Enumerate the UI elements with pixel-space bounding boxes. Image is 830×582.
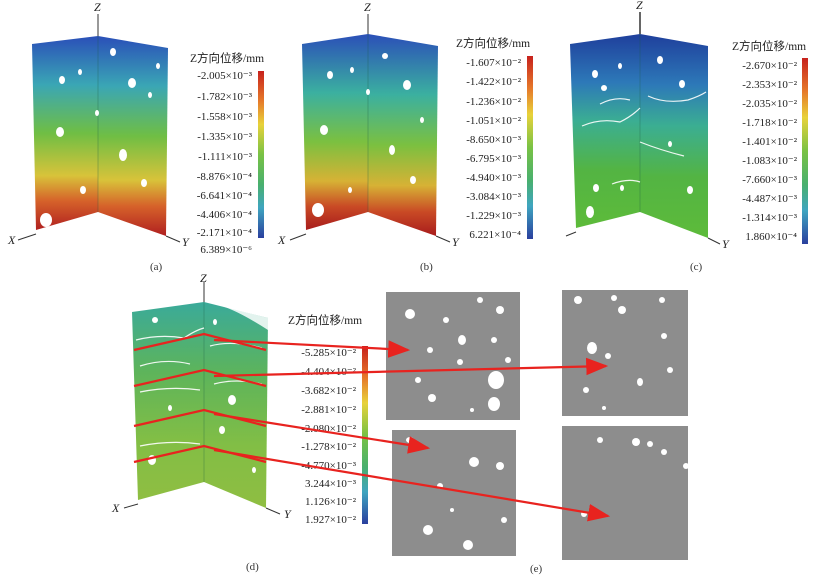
- colorbar-tick: -2.005×10⁻³: [197, 70, 252, 82]
- colorbar-ticks-d: -5.285×10⁻² -4.404×10⁻² -3.682×10⁻² -2.8…: [301, 347, 356, 526]
- panel-label-c: (c): [690, 261, 703, 273]
- panel-label-d: (d): [246, 561, 259, 573]
- slice-indicators: [133, 332, 611, 522]
- colorbar-title-b: Z方向位移/mm: [456, 36, 530, 50]
- arrow-1: [213, 338, 411, 358]
- colorbar-tick: -3.682×10⁻²: [301, 385, 356, 397]
- z-axis-label: Z: [364, 0, 371, 14]
- slice-line-1: [133, 332, 267, 352]
- colorbar-tick: -3.084×10⁻³: [466, 191, 521, 203]
- colorbar-tick: -1.051×10⁻²: [466, 115, 521, 127]
- y-axis-label: Y: [182, 235, 190, 249]
- colorbar-tick: -5.285×10⁻²: [301, 347, 356, 359]
- panel-label-b: (b): [420, 261, 433, 273]
- colorbar-ticks-b: -1.607×10⁻² -1.422×10⁻² -1.236×10⁻² -1.0…: [466, 57, 521, 241]
- colorbar-d: [362, 346, 368, 524]
- colorbar-tick: 1.927×10⁻²: [305, 514, 357, 526]
- colorbar-tick: -2.035×10⁻²: [742, 98, 797, 110]
- colorbar-a: [258, 71, 264, 238]
- colorbar-tick: -4.406×10⁻⁴: [197, 209, 252, 221]
- colorbar-tick: -4.487×10⁻³: [742, 193, 797, 205]
- panel-b: Z X Y Z方向位移/mm -1.607×10⁻² -1.422×10⁻² -…: [277, 0, 533, 273]
- colorbar-title-c: Z方向位移/mm: [732, 39, 806, 53]
- colorbar-title-a: Z方向位移/mm: [190, 51, 264, 65]
- colorbar-tick: 1.126×10⁻²: [305, 496, 357, 508]
- colorbar-tick: -1.558×10⁻³: [197, 111, 252, 123]
- slice-line-4: [133, 444, 267, 464]
- colorbar-tick: -1.335×10⁻³: [197, 131, 252, 143]
- colorbar-tick: -7.660×10⁻³: [742, 174, 797, 186]
- colorbar-tick: -6.795×10⁻³: [466, 153, 521, 165]
- colorbar-ticks-a: -2.005×10⁻³ -1.782×10⁻³ -1.558×10⁻³ -1.3…: [197, 70, 253, 256]
- rock-model-c: [570, 34, 708, 238]
- colorbar-title-d: Z方向位移/mm: [288, 313, 362, 327]
- colorbar-tick: -1.401×10⁻²: [742, 136, 797, 148]
- colorbar-tick: -4.940×10⁻³: [466, 172, 521, 184]
- rock-model-a: [32, 36, 168, 236]
- colorbar-tick: -8.876×10⁻⁴: [197, 171, 252, 183]
- colorbar-tick: -1.607×10⁻²: [466, 57, 521, 69]
- z-axis-label: Z: [200, 271, 207, 285]
- panel-label-a: (a): [150, 261, 163, 273]
- ct-slice-1: [386, 292, 520, 420]
- panel-c: Z Y Z方向位移/mm -2.670×10⁻² -2.353×10⁻² -2.…: [565, 0, 808, 273]
- x-axis-label: X: [7, 233, 16, 247]
- ct-slice-4: [562, 426, 689, 560]
- colorbar-ticks-c: -2.670×10⁻² -2.353×10⁻² -2.035×10⁻² -1.7…: [742, 60, 797, 243]
- colorbar-tick: -1.229×10⁻³: [466, 210, 521, 222]
- colorbar-tick: 6.221×10⁻⁴: [469, 229, 521, 241]
- panel-label-e: (e): [530, 563, 543, 575]
- colorbar-tick: -2.881×10⁻²: [301, 404, 356, 416]
- rock-model-d: [132, 302, 268, 508]
- colorbar-tick: -1.718×10⁻²: [742, 117, 797, 129]
- z-axis-label: Z: [636, 0, 643, 12]
- colorbar-tick: -1.083×10⁻²: [742, 155, 797, 167]
- panel-e: (e): [133, 290, 689, 575]
- slice-line-2: [133, 368, 267, 388]
- colorbar-tick: -2.353×10⁻²: [742, 79, 797, 91]
- colorbar-b: [527, 56, 533, 239]
- x-axis-label: X: [111, 501, 120, 515]
- arrow-3: [213, 412, 431, 454]
- colorbar-tick: -1.422×10⁻²: [466, 76, 521, 88]
- colorbar-tick: -4.770×10⁻³: [301, 460, 356, 472]
- panel-a: Z X Y Z方向位移/mm -2.005×10⁻³ -1.782×10⁻³ -…: [7, 0, 264, 273]
- colorbar-tick: 3.244×10⁻³: [305, 478, 357, 490]
- colorbar-tick: -2.171×10⁻⁴: [197, 227, 252, 239]
- colorbar-c: [802, 58, 808, 244]
- colorbar-tick: 6.389×10⁻⁶: [200, 244, 252, 256]
- colorbar-tick: 1.860×10⁻⁴: [745, 231, 797, 243]
- ct-slice-2: [562, 290, 688, 416]
- rock-model-b: [302, 34, 438, 236]
- colorbar-tick: -1.111×10⁻³: [198, 151, 253, 163]
- x-axis-label: X: [277, 233, 286, 247]
- z-axis-label: Z: [94, 0, 101, 14]
- colorbar-tick: -1.782×10⁻³: [197, 91, 252, 103]
- colorbar-tick: -1.314×10⁻³: [742, 212, 797, 224]
- colorbar-tick: -1.278×10⁻²: [301, 441, 356, 453]
- y-axis-label: Y: [452, 235, 460, 249]
- colorbar-tick: -2.670×10⁻²: [742, 60, 797, 72]
- colorbar-tick: -8.650×10⁻³: [466, 134, 521, 146]
- y-axis-label: Y: [722, 237, 730, 251]
- y-axis-label: Y: [284, 507, 292, 521]
- slice-line-3: [133, 408, 267, 428]
- ct-slice-3: [392, 430, 516, 556]
- colorbar-tick: -2.080×10⁻²: [301, 423, 356, 435]
- arrow-4: [213, 448, 611, 522]
- colorbar-tick: -6.641×10⁻⁴: [197, 190, 252, 202]
- arrow-2: [213, 357, 609, 378]
- colorbar-tick: -1.236×10⁻²: [466, 96, 521, 108]
